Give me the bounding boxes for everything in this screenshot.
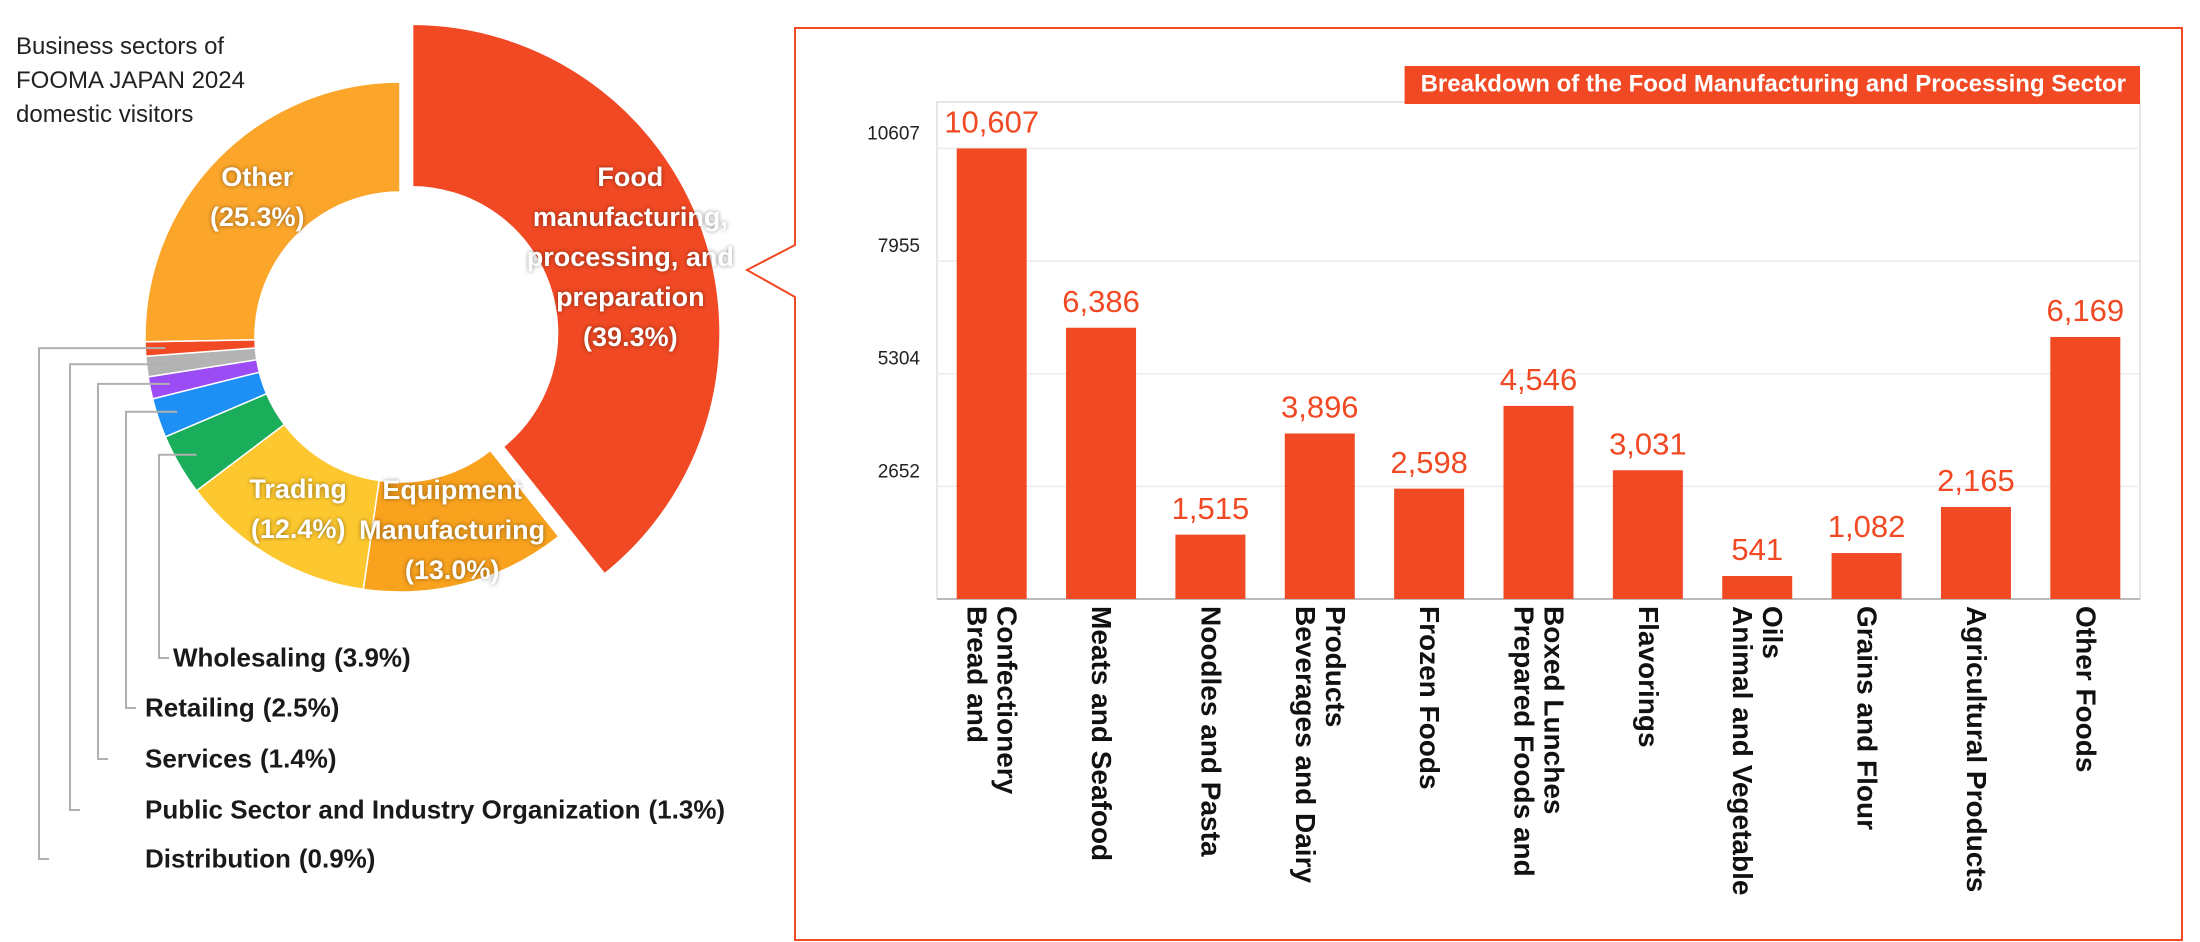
donut-slice (409, 21, 724, 579)
bar (1940, 507, 2011, 599)
slice-value: (12.4%) (250, 514, 346, 545)
value-label: 3,031 (1609, 426, 1687, 461)
legend-name: Distribution (145, 843, 291, 874)
slice-value: (39.3%) (583, 321, 678, 352)
value-label: 2,165 (1937, 463, 2015, 498)
legend-value: (3.9%) (334, 642, 411, 673)
bar (1175, 534, 1246, 599)
value-label: 6,169 (2047, 293, 2125, 328)
slice-name: Food manufacturing, processing, and prep… (526, 161, 734, 312)
legend-name: Public Sector and Industry Organization (145, 794, 641, 825)
legend-name: Retailing (145, 692, 255, 723)
slice-label: Other (25.3%) (147, 157, 367, 237)
legend-value: (1.4%) (259, 743, 337, 774)
slice-value: (25.3%) (209, 201, 305, 232)
slice-label: Food manufacturing, processing, and prep… (510, 157, 750, 357)
legend-label: Wholesaling (3.9%) (173, 643, 411, 674)
pie-title: Business sectors of FOOMA JAPAN 2024 dom… (16, 33, 245, 128)
bar (1394, 488, 1465, 599)
bar (2050, 336, 2121, 599)
callout-frame (744, 27, 2183, 941)
legend-label: Retailing (2.5%) (145, 693, 339, 724)
bar (1284, 433, 1355, 599)
x-tick-label: Agricultural Products (1960, 606, 1992, 893)
y-tick-label: 2652 (878, 461, 920, 482)
x-tick-label: Grains and Flour (1851, 606, 1883, 831)
bar (1503, 405, 1574, 599)
leader-line (158, 453, 197, 659)
value-label: 10,607 (944, 105, 1039, 140)
x-tick-label: Bread and Confectionery (961, 606, 1023, 795)
leader-line (69, 363, 167, 811)
legend-label: Distribution (0.9%) (145, 844, 375, 875)
x-tick-label: Frozen Foods (1414, 606, 1446, 790)
legend-label: Public Sector and Industry Organization(… (145, 795, 725, 826)
leader-line (125, 410, 178, 709)
bar (956, 148, 1027, 599)
bar (1612, 470, 1683, 599)
x-tick-label: Beverages and Dairy Products (1289, 606, 1351, 884)
leader-line (38, 347, 166, 860)
slice-name: Other (221, 161, 294, 192)
x-tick-label: Flavorings (1632, 606, 1664, 748)
bar (1066, 327, 1137, 599)
chart-subtitle: Breakdown of the Food Manufacturing and … (1421, 70, 2126, 97)
x-tick-label: Noodles and Pasta (1195, 606, 1227, 857)
legend-label: Services (1.4%) (145, 744, 337, 775)
value-label: 6,386 (1062, 284, 1140, 319)
slice-name: Trading (249, 474, 347, 505)
legend-name: Wholesaling (173, 642, 327, 673)
slice-name: Equipment Manufacturing (359, 475, 546, 546)
legend-value: (0.9%) (298, 843, 376, 874)
value-label: 541 (1731, 532, 1783, 567)
legend-name: Services (145, 743, 252, 774)
legend-value: (1.3%) (648, 794, 726, 825)
slice-label: Trading (12.4%) (188, 469, 408, 549)
value-label: 1,082 (1828, 509, 1906, 544)
slice-value: (13.0%) (404, 555, 500, 586)
y-tick-label: 5304 (878, 349, 921, 370)
bar (1722, 576, 1793, 599)
value-label: 4,546 (1500, 362, 1578, 397)
y-tick-label: 10607 (867, 123, 920, 144)
y-tick-label: 7955 (878, 236, 920, 257)
x-tick-label: Prepared Foods and Boxed Lunches (1508, 606, 1570, 877)
slice-label: Equipment Manufacturing (13.0%) (342, 470, 562, 590)
x-tick-label: Other Foods (2070, 606, 2102, 773)
value-label: 1,515 (1172, 491, 1250, 526)
leader-line (97, 382, 170, 760)
legend-value: (2.5%) (262, 692, 340, 723)
x-tick-label: Meats and Seafood (1086, 606, 1118, 862)
subtitle-banner (1404, 66, 2140, 104)
value-label: 3,896 (1281, 390, 1359, 425)
value-label: 2,598 (1390, 445, 1468, 480)
donut-slice (144, 81, 401, 343)
bar (1831, 553, 1902, 599)
x-tick-label: Animal and Vegetable Oils (1727, 606, 1789, 896)
